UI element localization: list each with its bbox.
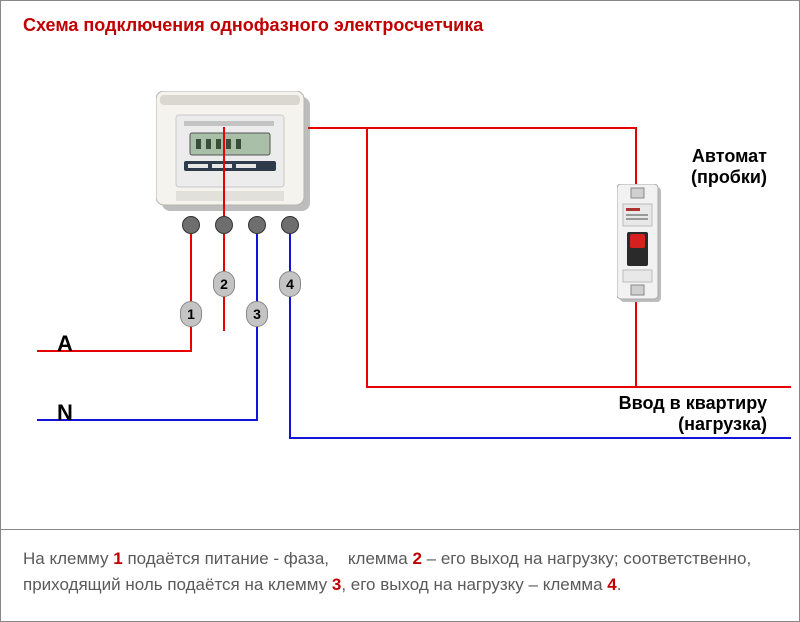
wire-load-phase [635, 386, 791, 388]
wire-to-breaker-top-h [366, 127, 637, 129]
caption-num-4: 4 [607, 575, 616, 594]
caption-seg-1: подаётся питание - фаза, клемма [123, 549, 413, 568]
label-breaker: Автомат (пробки) [691, 146, 767, 188]
terminal-4-dot [281, 216, 299, 234]
label-load: Ввод в квартиру (нагрузка) [619, 393, 767, 435]
terminal-2-dot [215, 216, 233, 234]
terminal-badge-1: 1 [180, 301, 202, 327]
electric-meter [156, 91, 310, 211]
caption-seg-3: , его выход на нагрузку – клемма [341, 575, 607, 594]
circuit-breaker [617, 184, 661, 302]
wiring-diagram: Схема подключения однофазного электросче… [0, 0, 800, 622]
label-phase-A: A [57, 331, 73, 357]
caption-text: На клемму 1 подаётся питание - фаза, кле… [1, 529, 800, 621]
caption-num-2: 2 [412, 549, 421, 568]
caption-num-3: 3 [332, 575, 341, 594]
caption-seg-pre: На клемму [23, 549, 113, 568]
wire-red-riser [366, 127, 368, 204]
label-load-top: Ввод в квартиру [619, 393, 767, 413]
wire-phase-in-vert [190, 234, 192, 350]
caption-seg-4: . [617, 575, 622, 594]
wire-phase-out-1 [223, 127, 225, 216]
terminal-badge-2: 2 [213, 271, 235, 297]
label-breaker-top: Автомат [692, 146, 767, 166]
label-load-bottom: (нагрузка) [678, 414, 767, 434]
wire-neutral-out-vert [289, 234, 291, 437]
terminal-badge-4: 4 [279, 271, 301, 297]
wire-red-top [308, 127, 368, 129]
label-breaker-bottom: (пробки) [691, 167, 767, 187]
label-neutral-N: N [57, 400, 73, 426]
caption-num-1: 1 [113, 549, 122, 568]
wire-load-neutral [289, 437, 791, 439]
wire-to-breaker-top-v [635, 127, 637, 184]
terminal-badge-3: 3 [246, 301, 268, 327]
wire-breaker-out-v [635, 302, 637, 386]
terminal-3-dot [248, 216, 266, 234]
wire-red-vert-main [366, 202, 368, 388]
diagram-title: Схема подключения однофазного электросче… [23, 15, 483, 36]
terminal-1-dot [182, 216, 200, 234]
wire-red-bottom-h [366, 386, 637, 388]
